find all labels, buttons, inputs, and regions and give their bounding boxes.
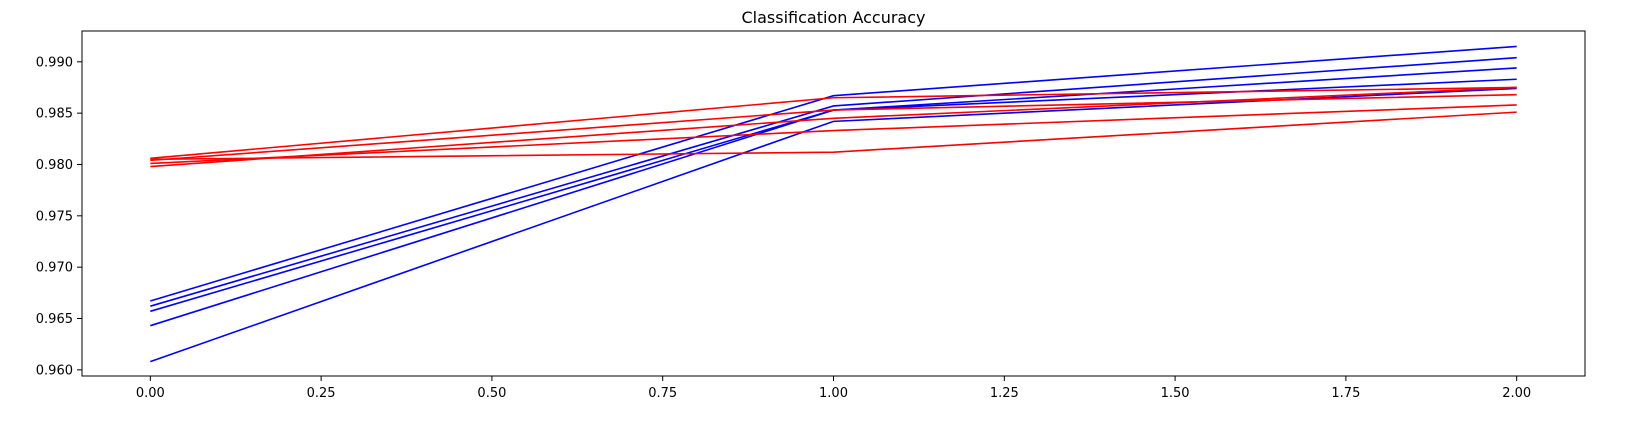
y-tick-label: 0.990 [36,55,73,70]
series-line-3 [150,67,1517,313]
plot-frame [81,30,1586,377]
chart-title: Classification Accuracy [742,8,926,27]
x-tick-label: 2.00 [1502,386,1531,401]
y-tick-label: 0.970 [36,261,73,276]
series-line-8 [150,104,1517,165]
x-tick-label: 0.50 [477,386,506,401]
x-axis: 0.00 0.25 0.50 0.75 1.00 1.25 1.50 1.75 2.00 [136,376,1531,401]
x-tick-label: 1.25 [990,386,1019,401]
y-tick-label: 0.980 [36,158,73,173]
series-line-6 [150,86,1517,160]
x-tick-label: 1.00 [819,386,848,401]
x-tick-label: 0.00 [136,386,165,401]
series-line-10 [150,111,1517,161]
x-tick-label: 0.75 [648,386,677,401]
series-line-9 [150,86,1517,168]
y-tick-label: 0.985 [36,107,73,122]
series-layer [150,45,1517,363]
y-tick-label: 0.960 [36,363,73,378]
x-tick-label: 1.50 [1161,386,1190,401]
series-line-1 [150,45,1517,302]
y-tick-label: 0.975 [36,209,73,224]
x-tick-label: 0.25 [307,386,336,401]
series-line-7 [150,93,1517,162]
series-line-5 [150,87,1517,363]
y-tick-label: 0.965 [36,312,73,327]
series-line-2 [150,56,1517,307]
x-tick-label: 1.75 [1331,386,1360,401]
y-axis: 0.960 0.965 0.970 0.975 0.980 0.985 0.990 [36,55,82,378]
